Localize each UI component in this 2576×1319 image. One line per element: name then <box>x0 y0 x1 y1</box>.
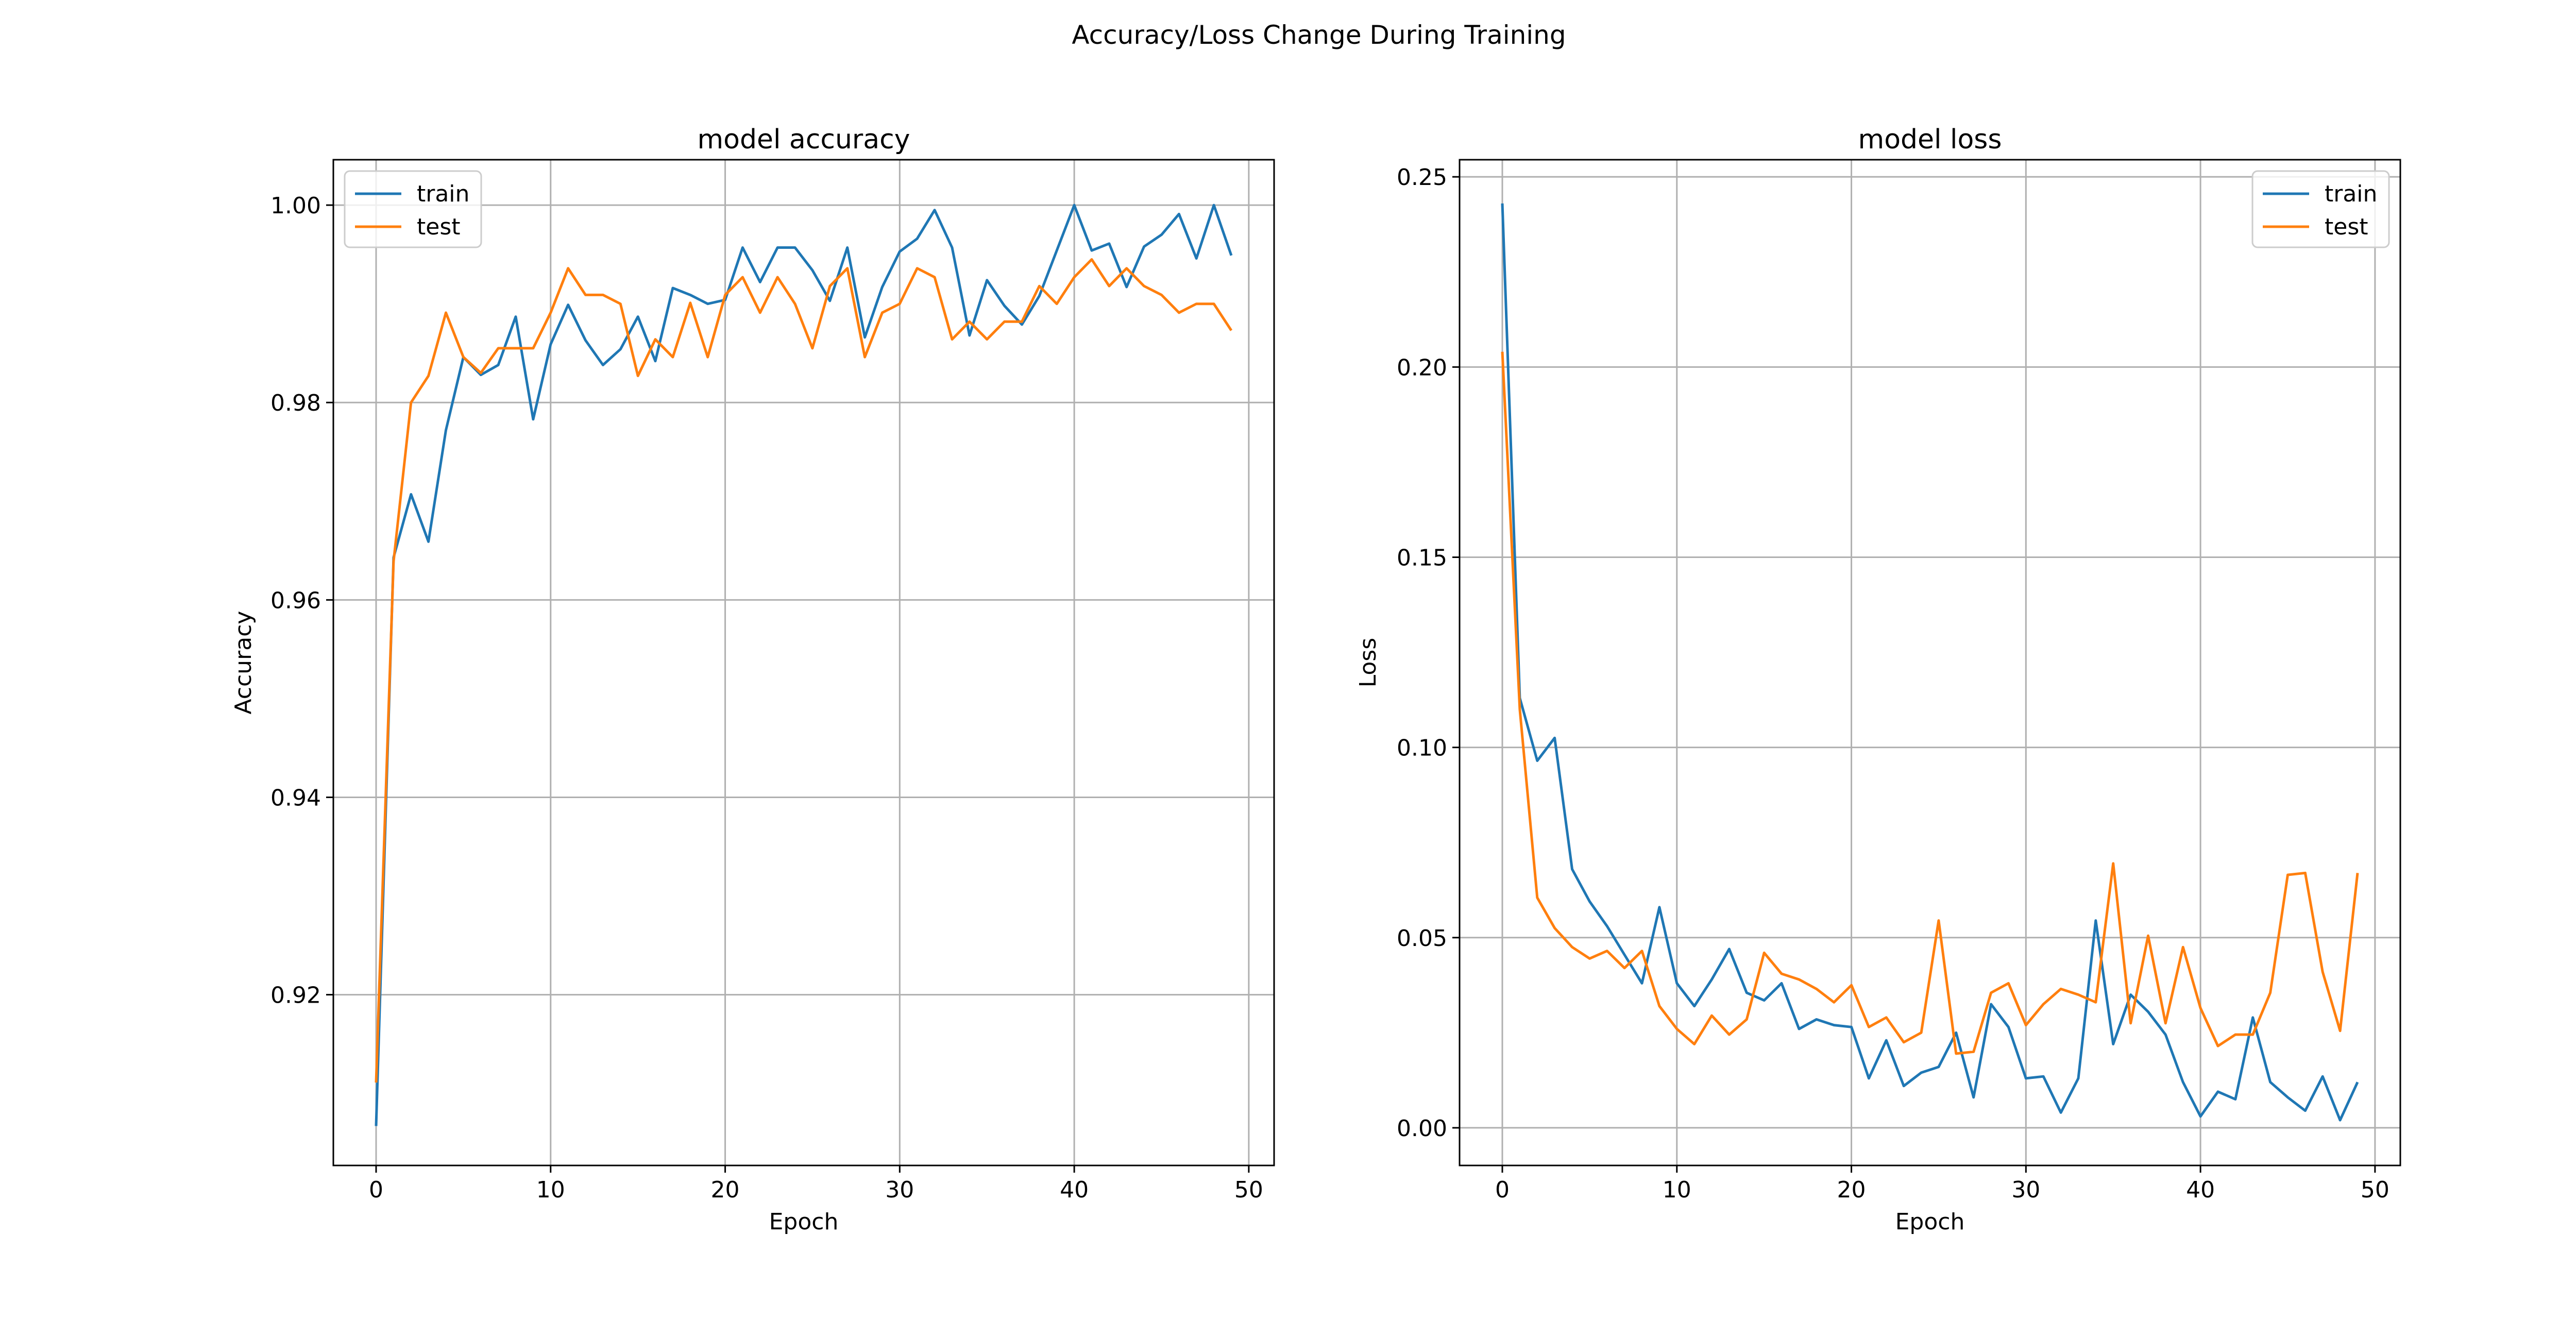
loss-ytick-label: 0.05 <box>1397 925 1447 952</box>
loss-xtick-label: 50 <box>2361 1177 2389 1203</box>
accuracy-legend-test-label: test <box>417 214 461 240</box>
loss-xtick-label: 40 <box>2186 1177 2215 1203</box>
accuracy-ytick-label: 0.92 <box>270 983 321 1009</box>
loss-legend-test-label: test <box>2325 214 2368 240</box>
accuracy-ylabel: Accuracy <box>230 611 257 715</box>
loss-ytick-label: 0.10 <box>1397 735 1447 762</box>
accuracy-ytick-label: 0.96 <box>270 587 321 614</box>
loss-xtick-label: 30 <box>2011 1177 2040 1203</box>
accuracy-xtick-label: 20 <box>711 1177 740 1203</box>
loss-title: model loss <box>1858 124 2002 155</box>
accuracy-legend-box <box>344 170 482 248</box>
accuracy-train-line <box>375 204 1233 1126</box>
loss-ytick-label: 0.00 <box>1397 1115 1447 1142</box>
loss-test-line <box>1501 351 2359 1055</box>
loss-legend-train-label: train <box>2325 181 2377 207</box>
accuracy-xtick-label: 40 <box>1060 1177 1089 1203</box>
accuracy-ytick-label: 1.00 <box>270 193 321 219</box>
accuracy-xtick-label: 0 <box>369 1177 383 1203</box>
accuracy-xlabel: Epoch <box>769 1209 839 1235</box>
loss-xtick-label: 0 <box>1495 1177 1510 1203</box>
accuracy-xtick-label: 30 <box>885 1177 914 1203</box>
loss-ytick-label: 0.20 <box>1397 354 1447 381</box>
accuracy-ytick-label: 0.98 <box>270 390 321 416</box>
loss-legend-box <box>2251 170 2390 248</box>
loss-ytick-label: 0.25 <box>1397 164 1447 191</box>
loss-xtick-label: 20 <box>1837 1177 1866 1203</box>
accuracy-legend-train-label: train <box>417 181 469 207</box>
loss-train-line <box>1501 203 2359 1122</box>
loss-ytick-label: 0.15 <box>1397 545 1447 571</box>
accuracy-xtick-label: 10 <box>536 1177 565 1203</box>
accuracy-test-line <box>375 258 1233 1083</box>
loss-ylabel: Loss <box>1355 638 1381 688</box>
accuracy-ytick-label: 0.94 <box>270 785 321 811</box>
loss-panel: 0 10 20 30 40 50 0.00 0.05 0.10 0.15 0.20 0.25 model… <box>1355 124 2401 1235</box>
figure-suptitle: Accuracy/Loss Change During Training <box>1072 20 1566 50</box>
loss-xlabel: Epoch <box>1895 1209 1965 1235</box>
accuracy-axes-frame <box>332 159 1275 1166</box>
loss-xtick-label: 10 <box>1663 1177 1691 1203</box>
loss-legend: train test <box>2251 170 2390 248</box>
loss-axes-frame <box>1459 159 2401 1166</box>
accuracy-panel: 0 10 20 30 40 50 0.92 0.94 0.96 0.98 1.00 model acc… <box>230 124 1275 1235</box>
accuracy-title: model accuracy <box>697 124 910 155</box>
accuracy-legend: train test <box>344 170 482 248</box>
accuracy-xtick-label: 50 <box>1234 1177 1263 1203</box>
